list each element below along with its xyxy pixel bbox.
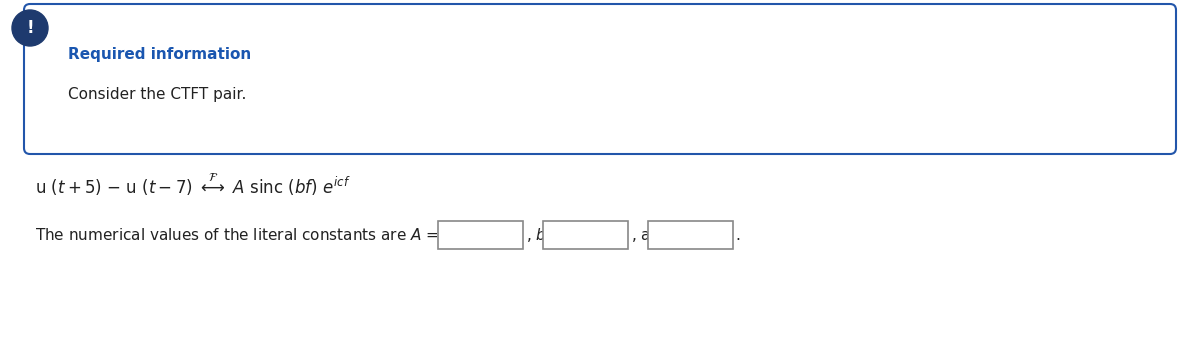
Bar [648,221,733,249]
Text: , and $c$ =: , and $c$ = [631,226,701,244]
Text: u $(t + 5)$ $-$ u $(t - 7)$ $\overset{\mathcal{F}}{\longleftrightarrow}$ $A$ sin: u $(t + 5)$ $-$ u $(t - 7)$ $\overset{\m… [35,172,350,198]
Text: .: . [734,227,740,242]
Text: , $b$ =: , $b$ = [526,226,563,244]
Text: !: ! [26,19,34,37]
Text: Consider the CTFT pair.: Consider the CTFT pair. [68,88,246,103]
Text: Required information: Required information [68,47,251,62]
Text: The numerical values of the literal constants are $A$ =: The numerical values of the literal cons… [35,227,439,243]
Circle shape [12,10,48,46]
Bar [542,221,628,249]
FancyBboxPatch shape [24,4,1176,154]
Bar [438,221,523,249]
